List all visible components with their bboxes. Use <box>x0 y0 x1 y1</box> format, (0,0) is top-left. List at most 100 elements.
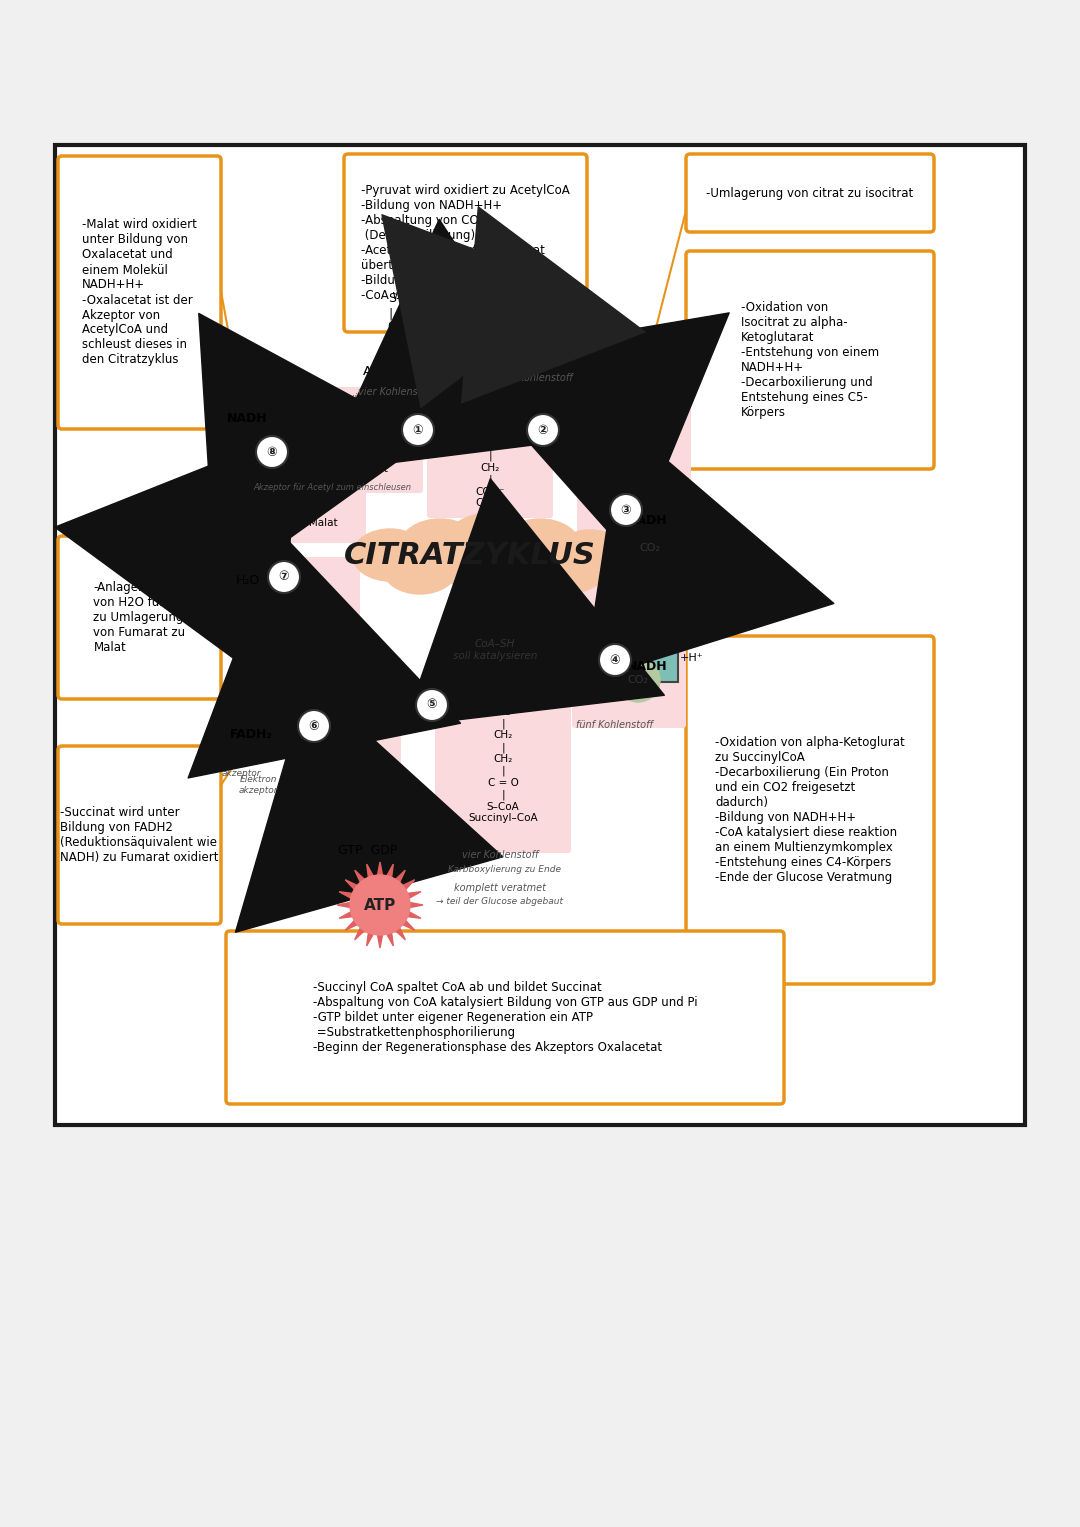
Circle shape <box>256 437 288 467</box>
Text: vier Kohlenstoff: vier Kohlenstoff <box>357 386 434 397</box>
FancyBboxPatch shape <box>577 377 691 538</box>
FancyBboxPatch shape <box>616 504 678 536</box>
Text: α-Keto-
glutrat: α-Keto- glutrat <box>617 602 660 629</box>
FancyBboxPatch shape <box>427 382 553 518</box>
Polygon shape <box>380 864 393 906</box>
FancyBboxPatch shape <box>218 718 284 750</box>
Text: ③: ③ <box>621 504 632 516</box>
Circle shape <box>268 560 300 592</box>
Text: + H⁺: + H⁺ <box>222 435 249 444</box>
Text: ADP: ADP <box>355 884 381 896</box>
Text: Acetyl–CoA: Acetyl–CoA <box>363 365 437 379</box>
Text: H₂O: H₂O <box>235 574 260 586</box>
Text: ⑦: ⑦ <box>279 571 289 583</box>
FancyBboxPatch shape <box>55 145 1025 1125</box>
Text: COO⁻
|
CH₂
|
CH₂
|
C = O
|
COO⁻: COO⁻ | CH₂ | CH₂ | C = O | COO⁻ <box>613 596 645 699</box>
Text: NAD⁺: NAD⁺ <box>222 447 253 457</box>
Text: -Umlagerung von citrat zu isocitrat: -Umlagerung von citrat zu isocitrat <box>706 186 914 200</box>
Polygon shape <box>380 906 393 945</box>
Text: ⑧: ⑧ <box>267 446 278 458</box>
Text: +H⁺: +H⁺ <box>680 654 704 663</box>
FancyBboxPatch shape <box>686 637 934 983</box>
Text: vier Kohlenstoff: vier Kohlenstoff <box>462 851 538 860</box>
Text: Akzeptor für Acetyl zum einschleusen: Akzeptor für Acetyl zum einschleusen <box>253 484 411 493</box>
Polygon shape <box>354 906 380 939</box>
Ellipse shape <box>499 519 581 577</box>
Ellipse shape <box>534 544 606 592</box>
Circle shape <box>599 644 631 676</box>
Text: NAD⁺: NAD⁺ <box>618 492 648 501</box>
Text: -Pyruvat wird oxidiert zu AcetylCoA
-Bildung von NADH+H+
-Abspaltung von CO2
 (D: -Pyruvat wird oxidiert zu AcetylCoA -Bil… <box>361 183 570 302</box>
Text: ④: ④ <box>610 654 620 666</box>
FancyBboxPatch shape <box>58 536 221 699</box>
Polygon shape <box>380 906 421 918</box>
Polygon shape <box>367 864 380 906</box>
Circle shape <box>527 414 559 446</box>
FancyBboxPatch shape <box>58 747 221 924</box>
Text: fünf Kohlenstoff: fünf Kohlenstoff <box>576 721 652 730</box>
Text: COO⁻
|
CH₂
|
CH₂
|
C = O
|
S–CoA
Succinyl–CoA: COO⁻ | CH₂ | CH₂ | C = O | S–CoA Succiny… <box>469 707 538 823</box>
Circle shape <box>298 710 330 742</box>
FancyBboxPatch shape <box>297 386 423 493</box>
Text: NADH: NADH <box>227 412 268 426</box>
FancyBboxPatch shape <box>345 154 588 331</box>
Text: zum Protonenö
Elektronen abgeben: zum Protonenö Elektronen abgeben <box>622 530 713 550</box>
Polygon shape <box>377 906 383 948</box>
Text: CITRATZYKLUS: CITRATZYKLUS <box>345 541 596 570</box>
Polygon shape <box>380 906 405 939</box>
Ellipse shape <box>382 542 458 594</box>
Text: H⁺: H⁺ <box>680 507 694 518</box>
Polygon shape <box>380 880 415 906</box>
Polygon shape <box>377 863 383 906</box>
Text: CoA–SH
soll katalysieren: CoA–SH soll katalysieren <box>453 640 537 661</box>
Text: |: | <box>388 336 392 348</box>
Text: CO₂: CO₂ <box>639 544 661 553</box>
FancyBboxPatch shape <box>616 651 678 683</box>
FancyBboxPatch shape <box>216 403 278 435</box>
Text: GTP  GDP: GTP GDP <box>338 843 397 857</box>
Text: |: | <box>388 307 392 321</box>
Text: ⑤: ⑤ <box>427 698 437 712</box>
Text: CH₃: CH₃ <box>388 348 411 360</box>
Text: ATP: ATP <box>364 898 396 913</box>
Ellipse shape <box>399 519 481 577</box>
Polygon shape <box>380 870 405 906</box>
Text: -Oxidation von
Isocitrat zu alpha-
Ketoglutarat
-Entstehung von einem
NADH+H+
-D: -Oxidation von Isocitrat zu alpha- Ketog… <box>741 301 879 418</box>
Ellipse shape <box>445 513 535 576</box>
Text: Elektron
akzeptor: Elektron akzeptor <box>239 776 278 794</box>
Text: NAD⁺: NAD⁺ <box>618 637 648 647</box>
Text: COO⁻
|
HO – CH
|
CH₂
|
COO⁻  Malat: COO⁻ | HO – CH | CH₂ | COO⁻ Malat <box>273 447 338 528</box>
Text: → teil der Glucose abgebaut: → teil der Glucose abgebaut <box>436 898 564 907</box>
Circle shape <box>616 658 660 702</box>
Ellipse shape <box>554 530 626 580</box>
FancyBboxPatch shape <box>572 567 686 728</box>
Polygon shape <box>346 880 380 906</box>
Polygon shape <box>346 906 380 930</box>
FancyBboxPatch shape <box>285 707 401 834</box>
Polygon shape <box>339 892 380 906</box>
Text: CoA–SH + H: CoA–SH + H <box>451 357 528 371</box>
Text: FADH₂: FADH₂ <box>230 727 272 741</box>
Polygon shape <box>354 870 380 906</box>
Text: COO⁻
|
CH₂
|
CH₂
|
COO⁻
Succinat: COO⁻ | CH₂ | CH₂ | COO⁻ Succinat <box>321 724 365 817</box>
Text: FAD: FAD <box>224 750 245 759</box>
Text: Elektron
akzeptor: Elektron akzeptor <box>222 759 261 777</box>
Text: COO⁻
|
CH₂
|
HC – COO⁻
|
HO – CH
|
COO⁻
Isocitrat: COO⁻ | CH₂ | HC – COO⁻ | HO – CH | COO⁻ … <box>606 399 662 516</box>
Polygon shape <box>339 906 380 918</box>
Text: -Succinyl CoA spaltet CoA ab und bildet Succinat
-Abspaltung von CoA katalysiert: -Succinyl CoA spaltet CoA ab und bildet … <box>313 980 698 1054</box>
Text: ⑥: ⑥ <box>309 719 320 733</box>
Text: COO⁻
|
CH
‖
HC
|
COO⁻
Fumarat: COO⁻ | CH ‖ HC | COO⁻ Fumarat <box>283 568 326 661</box>
Text: -Succinat wird unter
Bildung von FADH2
(Reduktionsäquivalent wie
NADH) zu Fumara: -Succinat wird unter Bildung von FADH2 (… <box>60 806 219 864</box>
Polygon shape <box>380 892 421 906</box>
Text: sechs Kohlenstoff: sechs Kohlenstoff <box>487 373 572 383</box>
Text: vier Kohlenstoff: vier Kohlenstoff <box>348 392 429 403</box>
Ellipse shape <box>352 528 428 580</box>
Polygon shape <box>380 906 415 930</box>
FancyBboxPatch shape <box>249 557 360 673</box>
Text: ①: ① <box>413 423 423 437</box>
Ellipse shape <box>445 542 555 597</box>
Text: Karbboxylierung zu Ende: Karbboxylierung zu Ende <box>448 866 562 875</box>
FancyBboxPatch shape <box>686 154 934 232</box>
Text: NADH: NADH <box>626 513 667 527</box>
FancyBboxPatch shape <box>435 676 571 854</box>
